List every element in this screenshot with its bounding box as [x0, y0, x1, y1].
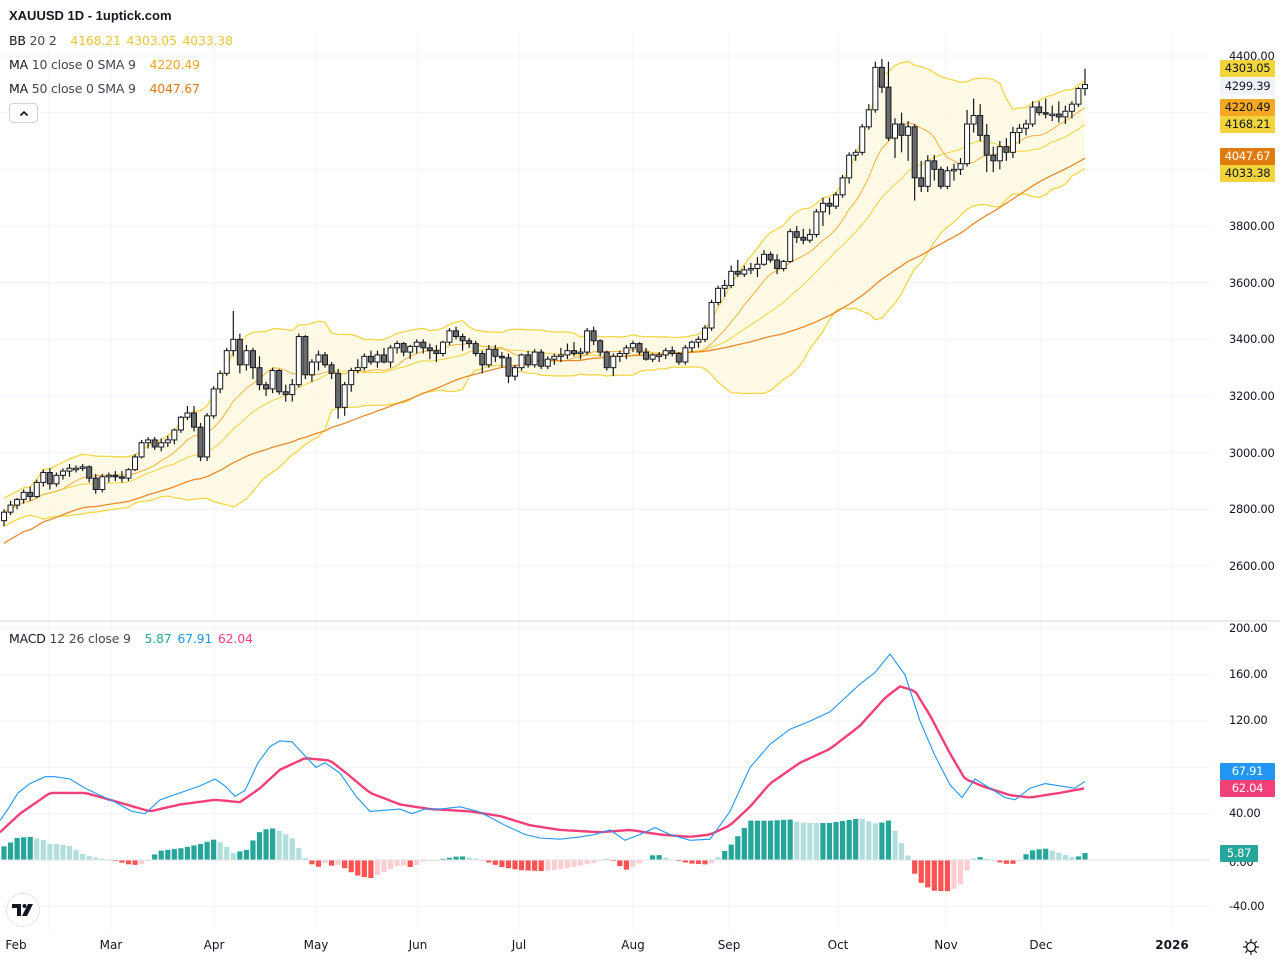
candlestick-series	[1, 58, 1088, 527]
signal-line-tag: 62.04	[1220, 780, 1275, 797]
macd-tick: 40.00	[1229, 806, 1261, 820]
legend-macd-name: MACD	[9, 631, 46, 646]
grid-lines	[0, 32, 1210, 930]
legend-bb-name: BB	[9, 33, 26, 48]
price-tick: 3800.00	[1229, 219, 1275, 233]
ma10-tag: 4220.49	[1220, 99, 1275, 116]
bb-lower-tag: 4033.38	[1220, 165, 1275, 182]
macd-histogram	[1, 818, 1088, 892]
time-label-dec: Dec	[1029, 938, 1053, 952]
time-label-2026: 2026	[1155, 938, 1189, 952]
price-tick: 3000.00	[1229, 446, 1275, 460]
time-label-nov: Nov	[934, 938, 958, 952]
chevron-up-icon	[19, 110, 28, 116]
ma50-tag: 4047.67	[1220, 148, 1275, 165]
chart-title: XAUUSD 1D - 1uptick.com	[9, 8, 172, 23]
settings-sun-icon[interactable]	[1242, 938, 1260, 956]
time-label-aug: Aug	[621, 938, 645, 952]
legend-macd-hist: 5.87	[144, 631, 172, 646]
legend-macd-params: 12 26 close 9	[49, 631, 131, 646]
legend-ma10-value: 4220.49	[149, 57, 200, 72]
legend-macd-line: 67.91	[177, 631, 213, 646]
legend-ma50-name: MA	[9, 81, 28, 96]
legend-bb-lower: 4033.38	[182, 33, 233, 48]
legend-ma50-params: 50 close 0 SMA 9	[31, 81, 136, 96]
bollinger-band-fill	[4, 61, 1085, 527]
legend-ma10[interactable]: MA 10 close 0 SMA 9 4220.49	[9, 57, 200, 72]
legend-ma10-params: 10 close 0 SMA 9	[31, 57, 136, 72]
macd-lines	[0, 653, 1210, 861]
histogram-tag: 5.87	[1220, 845, 1258, 862]
macd-tick: -40.00	[1229, 899, 1265, 913]
price-tick: 4400.00	[1229, 49, 1275, 63]
macd-tick: 200.00	[1229, 621, 1268, 635]
price-tick: 3400.00	[1229, 332, 1275, 346]
bb-upper-tag: 4303.05	[1220, 60, 1275, 77]
time-label-sep: Sep	[717, 938, 741, 952]
macd-line-tag: 67.91	[1220, 763, 1275, 780]
time-label-feb: Feb	[5, 938, 27, 952]
legend-macd[interactable]: MACD 12 26 close 9 5.87 67.91 62.04	[9, 631, 253, 646]
legend-bb-basis: 4168.21	[70, 33, 121, 48]
legend-bb[interactable]: BB 20 2 4168.21 4303.05 4033.38	[9, 33, 233, 48]
time-label-may: May	[303, 938, 329, 952]
price-tick: 2600.00	[1229, 559, 1275, 573]
time-label-jul: Jul	[511, 938, 527, 952]
time-label-jun: Jun	[408, 938, 428, 952]
legend-bb-upper: 4303.05	[126, 33, 177, 48]
price-tick: 2800.00	[1229, 502, 1275, 516]
bb-basis-tag: 4168.21	[1220, 116, 1275, 133]
last-price-tag: 4299.39	[1220, 78, 1275, 95]
legend-collapse-button[interactable]	[9, 103, 38, 123]
price-tick: 3600.00	[1229, 276, 1275, 290]
legend-bb-params: 20 2	[29, 33, 57, 48]
macd-tick: 120.00	[1229, 713, 1268, 727]
time-label-oct: Oct	[827, 938, 849, 952]
indicator-lines	[3, 60, 1086, 544]
legend-macd-signal: 62.04	[217, 631, 253, 646]
legend-ma50[interactable]: MA 50 close 0 SMA 9 4047.67	[9, 81, 200, 96]
time-label-apr: Apr	[203, 938, 225, 952]
time-label-mar: Mar	[99, 938, 123, 952]
legend-ma10-name: MA	[9, 57, 28, 72]
legend-ma50-value: 4047.67	[149, 81, 200, 96]
macd-tick: 160.00	[1229, 667, 1268, 681]
tradingview-logo-icon[interactable]	[6, 893, 40, 927]
price-tick: 3200.00	[1229, 389, 1275, 403]
